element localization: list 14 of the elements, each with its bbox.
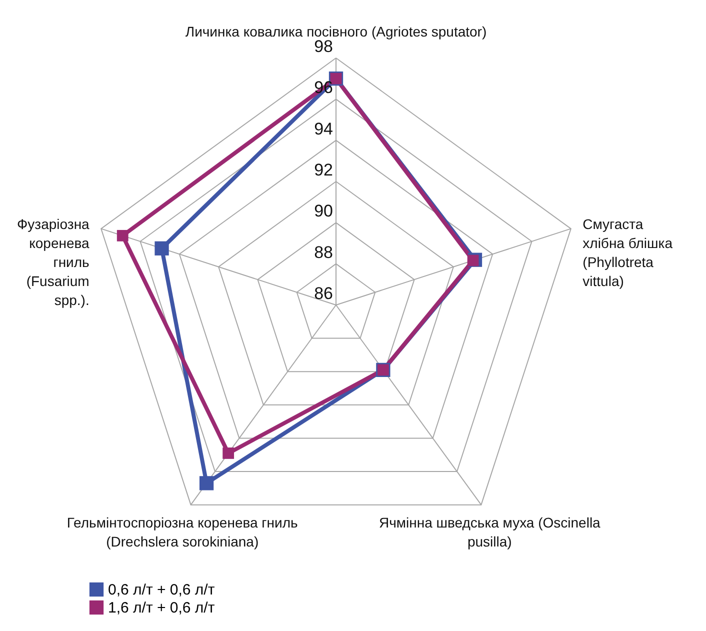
spoke-label: Ячмінна шведська муха (Oscinella pusilla) xyxy=(378,514,601,550)
y-tick-label: 88 xyxy=(314,242,333,262)
y-tick-label: 92 xyxy=(314,160,333,180)
spoke-label: Фузаріозна коренева гниль (Fusarium spp.). xyxy=(17,216,90,308)
spoke-label: Гельмінтоспоріозна коренева гниль (Drechslera sorokiniana) xyxy=(66,514,298,550)
y-tick-label: 94 xyxy=(314,119,333,138)
spoke-label: Личинка ковалика посівного (Agriotes sputator) xyxy=(185,23,487,40)
legend-label: 1,6 л/т + 0,6 л/т xyxy=(108,600,215,616)
y-tick-label: 86 xyxy=(314,284,333,303)
y-tick-label: 90 xyxy=(314,202,333,221)
y-tick-label: 96 xyxy=(314,78,333,98)
spoke-label: Смугаста хлібна блішка (Phyllotreta vittula) xyxy=(582,216,673,289)
legend-label: 0,6 л/т + 0,6 л/т xyxy=(108,582,215,598)
y-tick-label: 98 xyxy=(314,37,333,56)
